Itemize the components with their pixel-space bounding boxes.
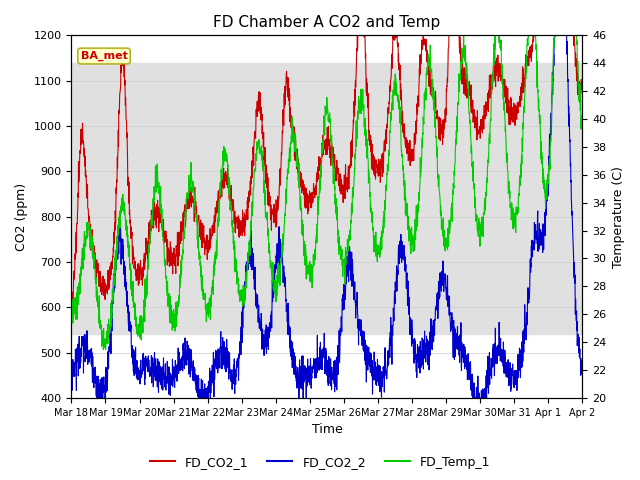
Y-axis label: CO2 (ppm): CO2 (ppm) (15, 182, 28, 251)
Title: FD Chamber A CO2 and Temp: FD Chamber A CO2 and Temp (213, 15, 440, 30)
Y-axis label: Temperature (C): Temperature (C) (612, 166, 625, 267)
X-axis label: Time: Time (312, 423, 342, 436)
Text: BA_met: BA_met (81, 51, 127, 61)
Legend: FD_CO2_1, FD_CO2_2, FD_Temp_1: FD_CO2_1, FD_CO2_2, FD_Temp_1 (145, 451, 495, 474)
Bar (72, 62, 582, 335)
